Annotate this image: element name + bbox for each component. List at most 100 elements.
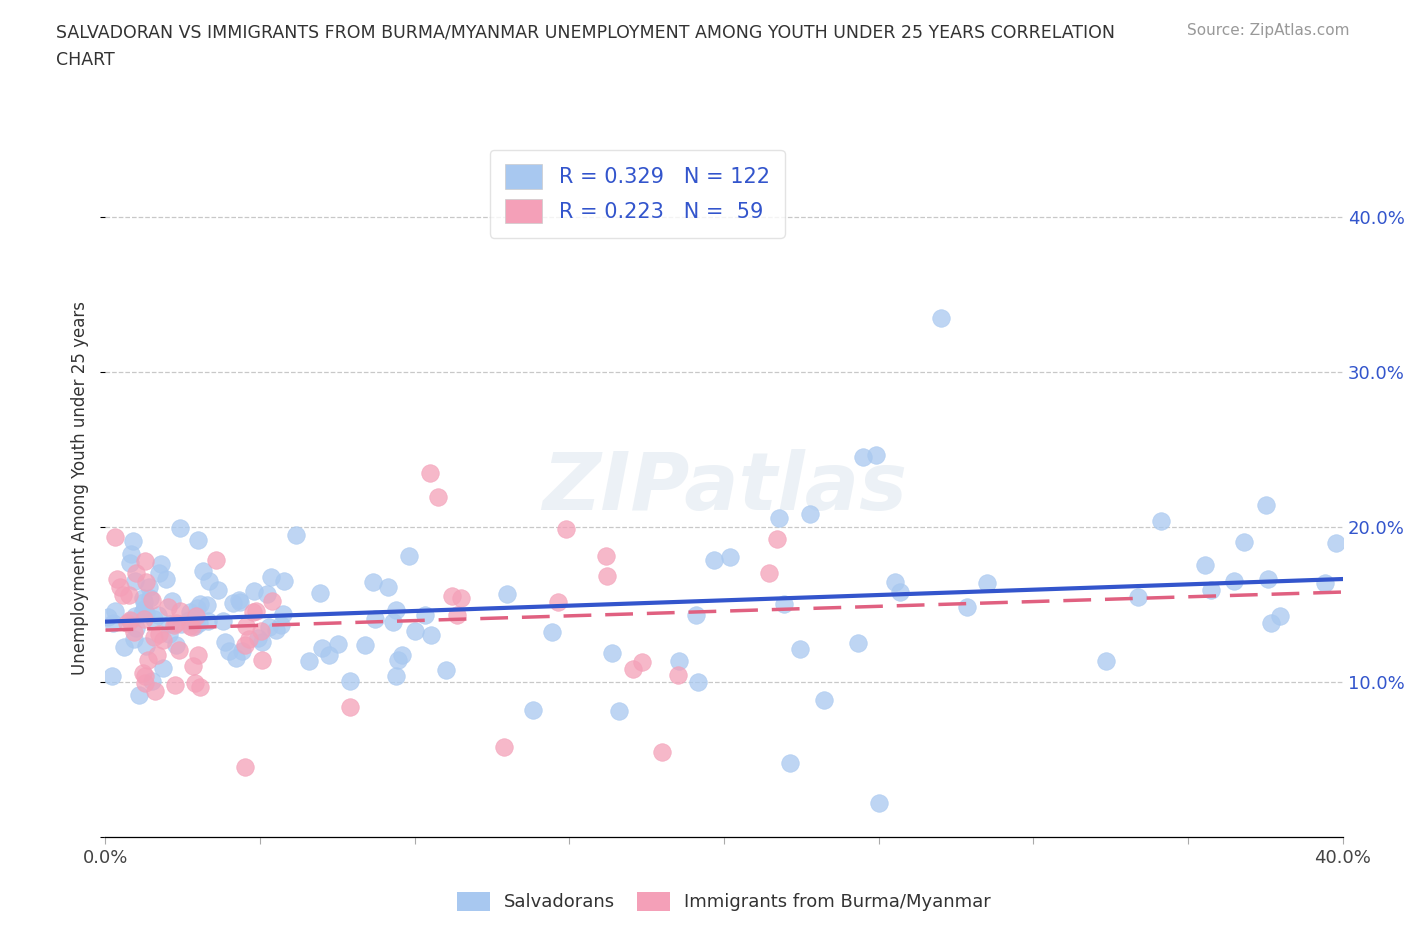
Point [1199,582,1222,597]
Point [1270,608,1292,623]
Point [1260,616,1282,631]
Point [120,547,142,562]
Point [146,648,169,663]
Point [799,506,821,521]
Point [1126,589,1149,604]
Point [179,618,201,633]
Point [259,620,281,635]
Point [779,756,801,771]
Point [547,594,569,609]
Point [186,601,208,616]
Point [651,744,673,759]
Point [108,580,131,595]
Point [270,618,292,632]
Point [198,574,221,589]
Point [118,614,141,629]
Point [141,592,163,607]
Point [884,575,907,590]
Point [160,593,183,608]
Point [889,584,911,599]
Point [124,574,146,589]
Point [104,530,127,545]
Point [134,675,156,690]
Point [141,673,163,688]
Point [789,642,811,657]
Point [703,552,725,567]
Point [666,668,689,683]
Point [768,511,790,525]
Point [609,703,631,718]
Text: CHART: CHART [56,51,115,69]
Point [1094,653,1116,668]
Point [143,630,166,644]
Point [105,572,128,587]
Point [132,602,155,617]
Point [118,588,141,603]
Point [441,588,464,603]
Point [354,638,377,653]
Point [187,648,209,663]
Point [138,591,160,605]
Point [363,611,385,626]
Point [495,586,517,601]
Point [271,606,294,621]
Point [207,583,229,598]
Point [138,580,160,595]
Point [413,607,436,622]
Point [148,565,170,580]
Point [148,627,170,642]
Point [135,638,157,653]
Point [813,693,835,708]
Point [250,652,273,667]
Point [311,641,333,656]
Point [169,604,191,618]
Point [426,489,449,504]
Point [929,311,952,325]
Point [157,600,180,615]
Point [956,599,979,614]
Point [233,637,256,652]
Point [135,575,157,590]
Point [685,607,707,622]
Point [165,615,187,630]
Point [385,603,408,618]
Point [134,668,156,683]
Point [243,584,266,599]
Point [540,625,562,640]
Point [128,687,150,702]
Point [1194,557,1216,572]
Point [1254,498,1277,512]
Point [135,605,157,620]
Point [398,548,420,563]
Point [218,644,240,658]
Point [112,588,135,603]
Point [97,610,120,625]
Point [250,634,273,649]
Point [163,677,186,692]
Point [434,663,457,678]
Point [555,521,578,536]
Point [163,618,186,632]
Point [112,639,135,654]
Point [152,632,174,647]
Point [181,658,204,673]
Text: SALVADORAN VS IMMIGRANTS FROM BURMA/MYANMAR UNEMPLOYMENT AMONG YOUTH UNDER 25 YE: SALVADORAN VS IMMIGRANTS FROM BURMA/MYAN… [56,23,1115,41]
Point [146,607,169,622]
Point [404,623,426,638]
Point [125,565,148,580]
Point [212,614,235,629]
Point [115,616,138,631]
Point [228,592,250,607]
Point [260,569,283,584]
Point [1233,535,1256,550]
Point [134,554,156,569]
Point [361,574,384,589]
Y-axis label: Unemployment Among Youth under 25 years: Unemployment Among Youth under 25 years [72,301,90,675]
Point [165,637,187,652]
Point [183,618,205,633]
Point [446,608,468,623]
Point [631,655,654,670]
Point [143,611,166,626]
Point [385,668,408,683]
Point [688,674,710,689]
